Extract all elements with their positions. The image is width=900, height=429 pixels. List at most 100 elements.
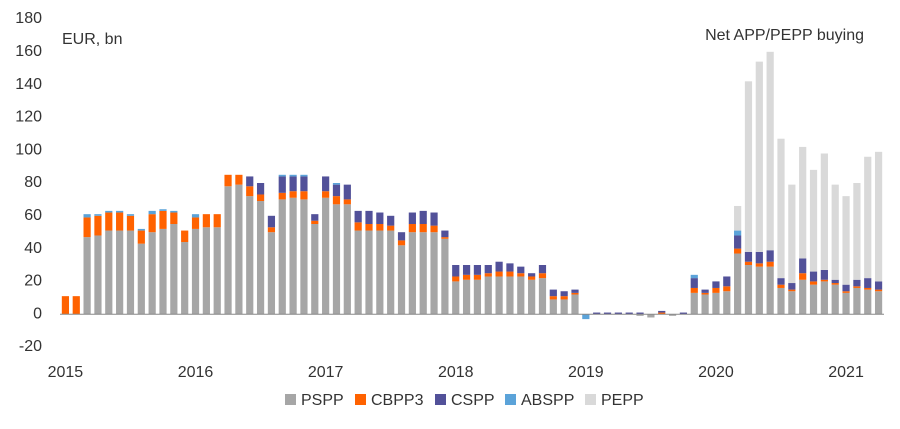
bar-segment xyxy=(365,224,373,231)
bar-segment xyxy=(538,278,547,315)
bar-segment xyxy=(387,230,395,315)
bar-segment xyxy=(809,284,818,315)
bar-segment xyxy=(788,184,796,284)
bar-segment xyxy=(452,265,460,277)
bar-segment xyxy=(343,184,351,200)
y-tick-label: 60 xyxy=(24,207,42,224)
bar-segment xyxy=(332,184,341,197)
bar-segment xyxy=(831,184,839,280)
bar-segment xyxy=(430,232,438,315)
bar-segment xyxy=(549,296,557,300)
bar-segment xyxy=(853,287,861,315)
bar-segment xyxy=(376,212,384,224)
bar-segment xyxy=(809,169,818,272)
bar-segment xyxy=(235,174,243,185)
bar-segment xyxy=(354,230,362,315)
bar-segment xyxy=(365,210,373,224)
bar-segment xyxy=(755,263,763,267)
bar-segment xyxy=(191,228,200,315)
legend-swatch xyxy=(285,394,296,405)
bar-segment xyxy=(224,174,232,187)
bar-segment xyxy=(809,281,818,285)
bar-segment xyxy=(734,253,742,315)
bar-segment xyxy=(61,296,70,315)
y-tick-label: 40 xyxy=(24,240,42,257)
bar-segment xyxy=(300,176,308,192)
bar-segment xyxy=(809,271,818,282)
bar-segment xyxy=(777,287,785,315)
bar-segment xyxy=(105,212,113,231)
bar-segment xyxy=(387,225,395,231)
bar-segment xyxy=(126,230,135,315)
bar-segment xyxy=(701,292,709,295)
bar-segment xyxy=(376,224,384,231)
bar-segment xyxy=(799,279,807,315)
bar-segment xyxy=(365,230,373,315)
bar-segment xyxy=(647,314,655,318)
bar-segment xyxy=(549,289,557,297)
bar-segment xyxy=(246,196,254,315)
bar-segment xyxy=(137,228,145,231)
bar-segment xyxy=(538,265,547,274)
bar-segment xyxy=(517,273,525,277)
y-tick-label: 140 xyxy=(15,76,42,93)
bar-segment xyxy=(484,276,492,315)
bar-segment xyxy=(213,227,221,315)
legend-swatch xyxy=(435,394,446,405)
bar-segment xyxy=(820,269,828,280)
bar-segment xyxy=(311,220,319,224)
bar-segment xyxy=(799,146,807,259)
bar-segment xyxy=(452,276,460,282)
bar-segment xyxy=(484,265,492,274)
bar-segment xyxy=(560,291,568,297)
bar-segment xyxy=(300,191,308,200)
x-tick-label: 2017 xyxy=(308,364,344,381)
bar-segment xyxy=(246,186,254,197)
bar-segment xyxy=(159,210,167,229)
bar-segment xyxy=(191,217,200,229)
bar-segment xyxy=(831,279,839,284)
bar-segment xyxy=(506,271,514,277)
bar-segment xyxy=(289,197,297,315)
bar-segment xyxy=(701,294,709,315)
bar-segment xyxy=(495,261,503,272)
legend-swatch xyxy=(505,394,516,405)
bar-segment xyxy=(473,265,482,275)
bar-segment xyxy=(148,232,156,315)
bar-segment xyxy=(430,212,438,226)
legend-label: CSPP xyxy=(451,392,495,409)
bar-segment xyxy=(788,283,796,290)
bar-segment xyxy=(636,314,644,316)
bar-segment xyxy=(473,274,482,280)
bar-segment xyxy=(289,176,297,192)
bar-segment xyxy=(137,230,145,244)
bar-segment xyxy=(137,243,145,315)
bar-segment xyxy=(777,278,785,285)
bar-segment xyxy=(148,214,156,233)
bar-segment xyxy=(354,222,362,231)
bar-segment xyxy=(744,265,753,315)
bar-segment xyxy=(105,210,113,213)
bar-segment xyxy=(560,296,568,300)
bar-segment xyxy=(506,263,514,272)
y-tick-label: 120 xyxy=(15,109,42,126)
x-tick-label: 2020 xyxy=(698,364,734,381)
y-tick-label: -20 xyxy=(19,338,42,355)
bar-segment xyxy=(679,312,688,315)
bar-segment xyxy=(170,224,178,315)
bar-segment xyxy=(332,183,341,185)
bar-segment xyxy=(387,215,395,226)
bar-segment xyxy=(332,196,341,205)
bar-segment xyxy=(473,279,482,315)
bar-segment xyxy=(723,276,731,287)
y-tick-label: 100 xyxy=(15,141,42,158)
bar-segment xyxy=(842,292,850,315)
bar-segment xyxy=(668,314,677,316)
bar-segment xyxy=(582,314,590,320)
bar-segment xyxy=(289,191,297,198)
bar-segment xyxy=(788,289,796,292)
bar-segment xyxy=(148,210,156,215)
bar-segment xyxy=(755,266,763,315)
bar-segment xyxy=(744,251,753,262)
